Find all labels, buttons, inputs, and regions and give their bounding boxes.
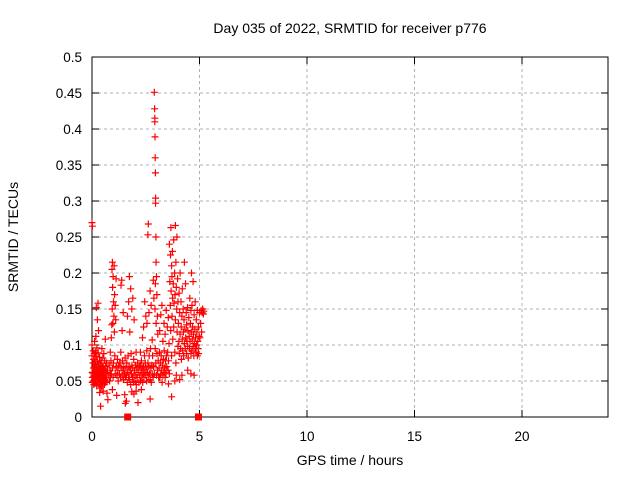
x-tick-label: 5 — [196, 429, 204, 444]
axis-tick-labels: 0 5 10 15 20 0 0.05 0.1 0.15 0.2 0.25 0.3 0.35 0.4 0.4… — [56, 50, 530, 444]
x-tick-label: 20 — [514, 429, 529, 444]
y-tick-label: 0.1 — [63, 338, 82, 353]
y-tick-label: 0.5 — [63, 50, 82, 65]
y-tick-label: 0.05 — [56, 374, 82, 389]
y-tick-label: 0 — [74, 410, 82, 425]
y-tick-label: 0.35 — [56, 158, 82, 173]
x-axis-title: GPS time / hours — [297, 452, 404, 468]
scatter-points — [88, 88, 208, 421]
square-marker — [194, 413, 202, 421]
x-tick-label: 15 — [407, 429, 422, 444]
y-tick-label: 0.2 — [63, 266, 82, 281]
x-tick-label: 10 — [299, 429, 314, 444]
square-marker — [124, 413, 132, 421]
x-tick-label: 0 — [88, 429, 96, 444]
y-tick-label: 0.3 — [63, 194, 82, 209]
y-axis-title: SRMTID / TECUs — [5, 182, 21, 292]
chart-title: Day 035 of 2022, SRMTID for receiver p77… — [213, 20, 486, 36]
y-tick-label: 0.4 — [63, 122, 82, 137]
plus-markers — [88, 88, 208, 410]
y-tick-label: 0.25 — [56, 230, 82, 245]
y-tick-label: 0.15 — [56, 302, 82, 317]
y-tick-label: 0.45 — [56, 86, 82, 101]
